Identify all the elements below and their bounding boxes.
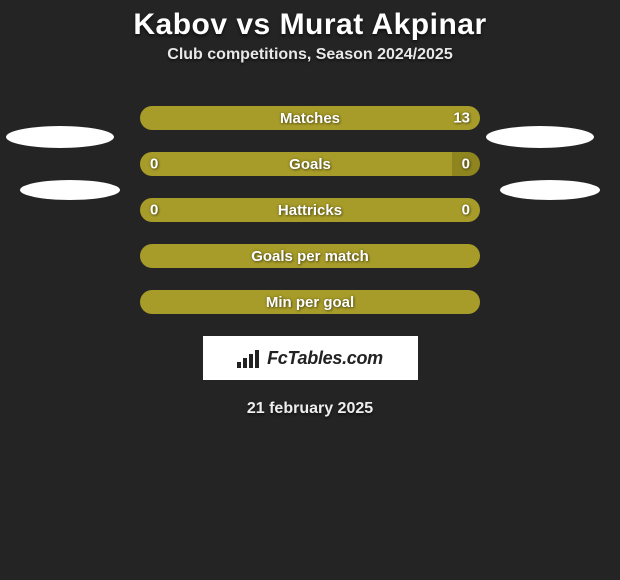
stat-left-value: 0 xyxy=(150,156,158,173)
decorative-ellipse xyxy=(500,180,600,200)
stat-right-value: 0 xyxy=(462,156,470,173)
stat-left-value: 0 xyxy=(150,202,158,219)
stat-row: Matches 13 xyxy=(140,106,480,130)
date-label: 21 february 2025 xyxy=(0,400,620,418)
logo-text: FcTables.com xyxy=(267,348,383,369)
page-title: Kabov vs Murat Akpinar xyxy=(0,0,620,46)
stat-rows: Matches 13 Goals 0 0 Hattricks 0 0 Goals per mat… xyxy=(140,106,480,314)
stat-row: Goals 0 0 xyxy=(140,152,480,176)
stat-label: Min per goal xyxy=(266,294,354,311)
logo-box: FcTables.com xyxy=(203,336,418,380)
page-subtitle: Club competitions, Season 2024/2025 xyxy=(0,46,620,64)
stat-label: Goals xyxy=(289,156,331,173)
stat-right-value: 13 xyxy=(453,110,470,127)
stat-right-value: 0 xyxy=(462,202,470,219)
stat-row: Hattricks 0 0 xyxy=(140,198,480,222)
stat-label: Goals per match xyxy=(251,248,369,265)
decorative-ellipse xyxy=(486,126,594,148)
stat-row: Goals per match xyxy=(140,244,480,268)
stat-label: Hattricks xyxy=(278,202,342,219)
logo-bars-icon xyxy=(237,348,263,368)
decorative-ellipse xyxy=(6,126,114,148)
decorative-ellipse xyxy=(20,180,120,200)
stat-row: Min per goal xyxy=(140,290,480,314)
stat-label: Matches xyxy=(280,110,340,127)
